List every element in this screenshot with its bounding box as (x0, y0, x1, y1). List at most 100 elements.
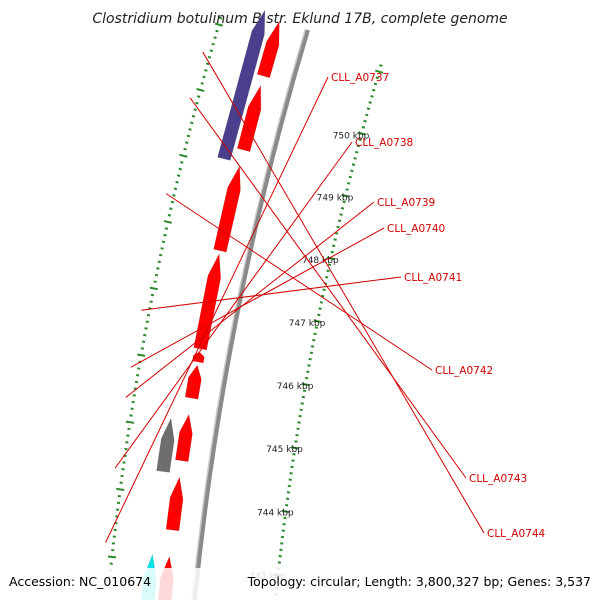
outer-scale-tick (183, 147, 187, 151)
outer-scale-tick (207, 55, 212, 59)
outer-scale-tick (173, 187, 178, 191)
outer-scale-tick (137, 367, 141, 370)
gene-label: CLL_A0744 (487, 528, 546, 540)
kbp-tick-label: 748 kbp (302, 256, 339, 266)
inner-scale-tick (357, 131, 366, 136)
outer-scale-tick (156, 267, 160, 270)
gene-leader-line (105, 76, 329, 543)
gene-arrow-red (165, 476, 184, 532)
inner-scale-tick (358, 138, 362, 142)
outer-scale-tick (195, 101, 199, 105)
gene-arrow-gray (156, 417, 175, 473)
outer-scale-tick (219, 16, 223, 20)
outer-scale-tick (116, 487, 125, 491)
outer-scale-tick (196, 95, 201, 98)
inner-scale-tick (337, 219, 342, 223)
gene-leader-line (125, 201, 375, 398)
inner-scale-tick (327, 263, 332, 266)
inner-scale-tick (309, 351, 314, 355)
inner-scale-tick (281, 509, 290, 514)
inner-scale-tick (317, 313, 321, 317)
gene-leader-line (165, 193, 433, 371)
accession-text: Accession: NC_010674 (9, 574, 151, 589)
inner-scale-tick (299, 408, 303, 412)
genome-title: Clostridium botulinum B str. Eklund 17B,… (92, 11, 507, 27)
gene-label: CLL_A0739 (377, 197, 435, 209)
outer-scale-tick (211, 42, 215, 46)
outer-scale-tick (145, 320, 149, 324)
inner-scale-tick (308, 357, 312, 361)
outer-scale-tick (175, 180, 179, 184)
inner-scale-tick (334, 232, 339, 235)
outer-scale-tick (149, 286, 158, 291)
inner-scale-tick (326, 256, 335, 261)
genes (140, 9, 280, 600)
outer-scale-tick (141, 340, 146, 344)
inner-scale-tick (379, 64, 383, 67)
inner-scale-tick (366, 107, 371, 111)
inner-scale-tick (306, 370, 310, 374)
inner-scale-tick (313, 332, 317, 336)
outer-scale-tick (134, 380, 139, 384)
outer-scale-tick (202, 75, 206, 79)
outer-scale-tick (163, 233, 167, 237)
outer-scale-tick (157, 260, 161, 264)
outer-scale-tick (200, 82, 204, 85)
kbp-tick-label: 747 kbp (289, 319, 326, 329)
outer-scale-tick (149, 300, 153, 304)
inner-scale-tick (368, 101, 372, 104)
inner-scale-tick (305, 376, 309, 380)
gene-leader-line (189, 97, 467, 479)
inner-scale-tick (342, 200, 346, 204)
outer-scale-tick (176, 174, 181, 177)
inner-scale-tick (300, 402, 304, 405)
outer-scale-tick (172, 194, 176, 197)
inner-scale-tick (354, 150, 359, 154)
topology-info-text: Topology: circular; Length: 3,800,327 bp… (247, 574, 591, 589)
inner-scale-tick (341, 193, 350, 198)
outer-scale-tick (169, 207, 173, 210)
gene-leader-line (130, 227, 385, 368)
backbone-line (192, 29, 310, 600)
outer-scale-tick (125, 420, 135, 424)
gene-arrow-red (175, 413, 193, 462)
inner-scale-tick (350, 169, 354, 173)
inner-scale-tick (372, 88, 376, 92)
outer-scale-tick (160, 247, 164, 250)
outer-scale-tick (164, 227, 169, 230)
inner-scale-tick (321, 294, 325, 298)
inner-scale-tick (319, 301, 324, 304)
outer-scale-tick (150, 293, 155, 297)
gene-label: CLL_A0740 (387, 223, 445, 235)
inner-scale-tick (340, 206, 345, 210)
inner-scale-tick (332, 244, 336, 248)
inner-scale-tick (312, 338, 316, 342)
outer-scale-tick (178, 167, 182, 171)
inner-scale-tick (326, 269, 330, 273)
kbp-tick-label: 750 kbp (333, 132, 370, 142)
inner-scale-tick (346, 181, 351, 185)
outer-scale-tick (163, 220, 173, 224)
outer-scale-tick (107, 555, 117, 559)
gene-label: CLL_A0737 (331, 72, 389, 84)
outer-scale-tick (209, 49, 214, 53)
gene-label: CLL_A0741 (404, 272, 462, 284)
outer-scale-tick (137, 353, 146, 357)
outer-scale-tick (144, 327, 148, 330)
kbp-tick-label: 745 kbp (266, 445, 303, 455)
inner-scale-tick (302, 389, 307, 393)
outer-scale-tick (190, 121, 194, 125)
gene-arrow-red (184, 364, 202, 400)
inner-scale-tick (318, 307, 322, 310)
outer-scale-tick (146, 313, 151, 317)
gene-leader-line (141, 276, 402, 311)
gene-leader-line (114, 141, 353, 469)
gene-label: CLL_A0743 (469, 473, 527, 485)
inner-scale-tick (351, 163, 356, 166)
inner-scale-tick (336, 225, 340, 229)
inner-scale-tick (356, 144, 361, 148)
outer-scale-tick (186, 134, 191, 138)
outer-scale-tick (158, 253, 163, 257)
